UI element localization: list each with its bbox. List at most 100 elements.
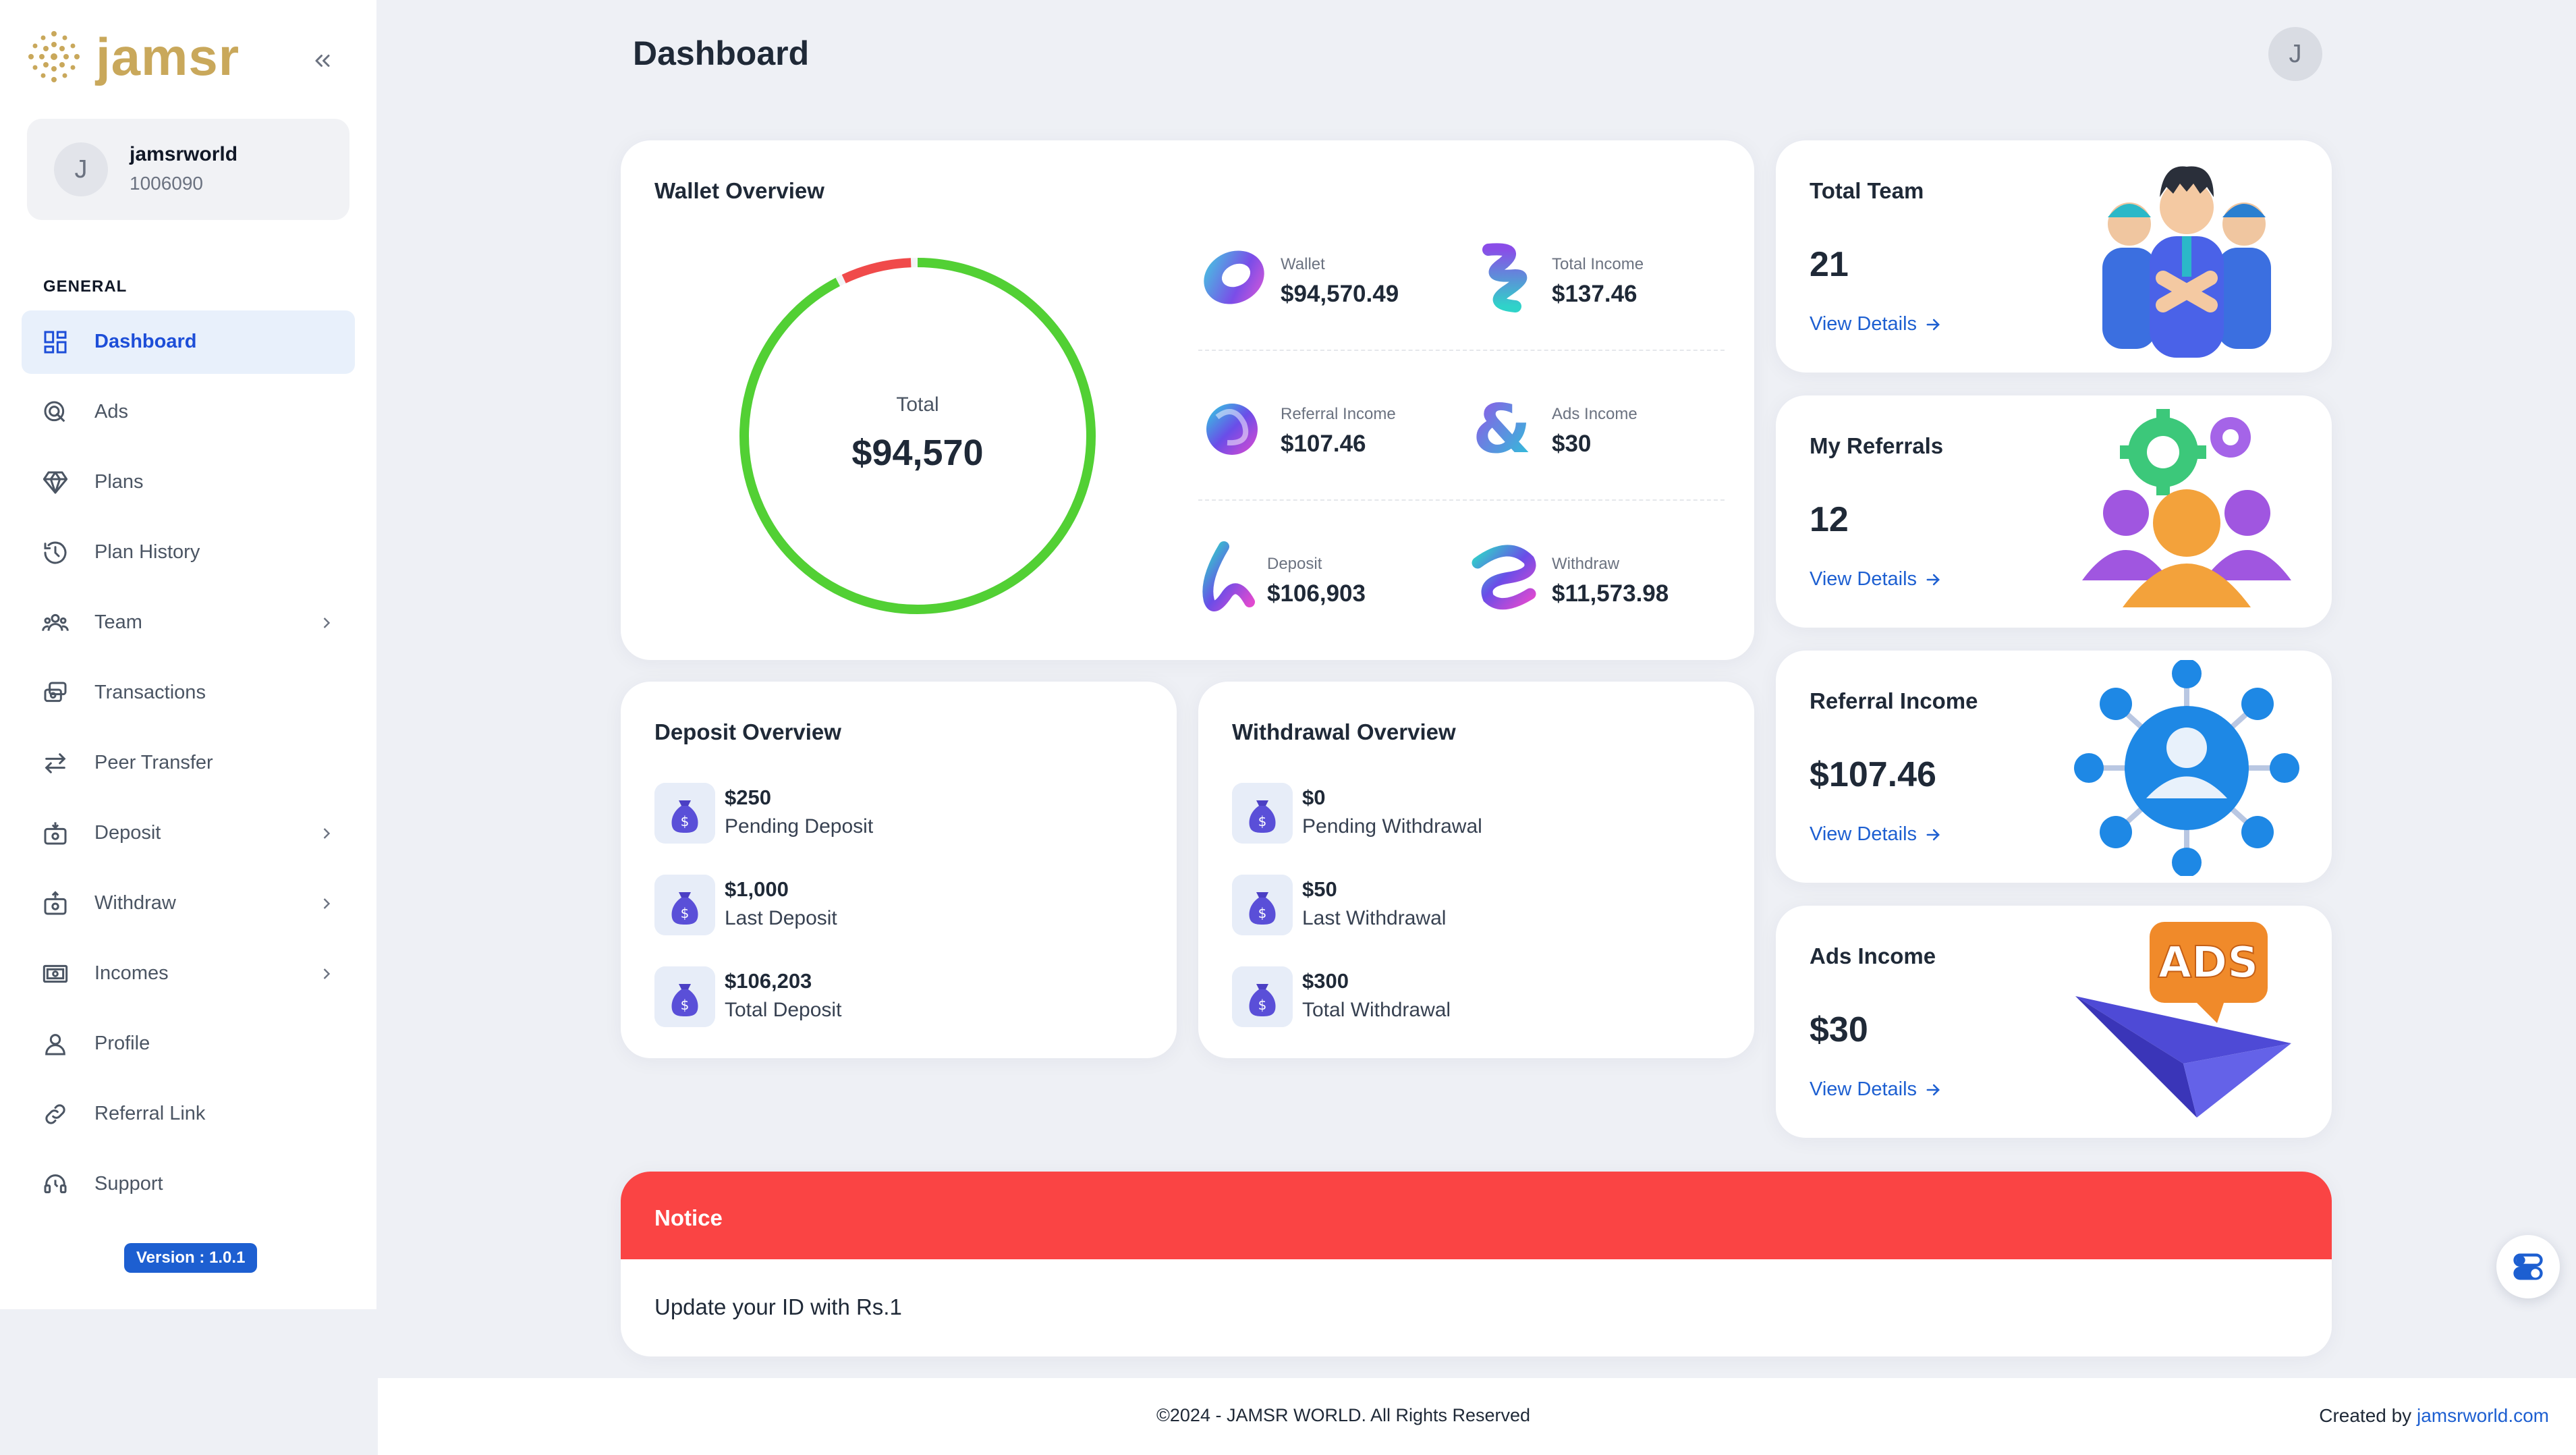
card-title: My Referrals	[1810, 433, 1944, 458]
deposit-icon	[44, 822, 67, 845]
sidebar-item-ads[interactable]: Ads	[22, 381, 355, 444]
sidebar-item-label: Transactions	[94, 682, 206, 703]
user-icon	[45, 1034, 65, 1055]
card-value: 21	[1810, 245, 1849, 284]
torus-3d-icon	[1204, 250, 1264, 304]
deposit-label: Total Deposit	[725, 999, 842, 1021]
chevron-right-icon	[323, 968, 331, 979]
svg-text:$: $	[1258, 813, 1267, 829]
headset-icon	[44, 1174, 67, 1194]
sidebar: jamsr J jamsrworld 1006090 GENERAL Dashb…	[0, 0, 376, 1309]
creator-link[interactable]: jamsrworld.com	[2416, 1405, 2549, 1426]
theme-settings-button[interactable]	[2496, 1235, 2560, 1298]
footer-copyright: ©2024 - JAMSR WORLD. All Rights Reserved	[1156, 1405, 1531, 1425]
brand-name: jamsr	[96, 27, 240, 86]
money-bag-icon: $	[1232, 966, 1293, 1027]
dashboard-icon	[44, 331, 67, 354]
cash-icon	[43, 964, 68, 983]
team-icon	[42, 613, 69, 631]
referral-income-stat: Referral Income $107.46	[1197, 390, 1467, 471]
referral-income-card: Referral Income $107.46 View Details	[1776, 651, 2332, 883]
card-title: Ads Income	[1810, 943, 1936, 968]
sidebar-item-team[interactable]: Team	[22, 591, 355, 655]
chevron-right-icon	[323, 828, 331, 839]
header-avatar[interactable]: J	[2268, 27, 2322, 81]
transactions-icon	[44, 682, 67, 703]
deposit-overview-card: Deposit Overview $ $250 Pending Deposit …	[621, 682, 1177, 1058]
link-label: View Details	[1810, 568, 1917, 590]
view-details-link[interactable]: View Details	[1810, 1078, 1942, 1101]
card-value: 12	[1810, 500, 1849, 539]
sidebar-item-label: Plans	[94, 471, 144, 493]
arrow-right-icon	[1926, 319, 1940, 330]
link-icon	[45, 1104, 65, 1124]
ads-income-card: Ads Income $30 View Details ADS	[1776, 906, 2332, 1138]
withdrawal-value: $50	[1302, 877, 1337, 901]
chevron-right-icon	[323, 898, 331, 909]
notice-panel: Notice Update your ID with Rs.1	[621, 1172, 2332, 1356]
stat-value: $30	[1552, 431, 1592, 457]
sidebar-item-dashboard[interactable]: Dashboard	[22, 310, 355, 374]
sidebar-item-support[interactable]: Support	[22, 1153, 355, 1216]
sidebar-item-plans[interactable]: Plans	[22, 451, 355, 514]
link-label: View Details	[1810, 1078, 1917, 1100]
sidebar-item-deposit[interactable]: Deposit	[22, 802, 355, 865]
card-title: Total Team	[1810, 178, 1924, 203]
footer-credit: Created by jamsrworld.com	[2319, 1405, 2549, 1427]
view-details-link[interactable]: View Details	[1810, 568, 1942, 591]
deposit-value: $1,000	[725, 877, 789, 901]
collapse-sidebar-button[interactable]	[302, 40, 343, 81]
deposit-label: Pending Deposit	[725, 815, 874, 838]
wallet-stat: Wallet $94,570.49	[1197, 240, 1467, 321]
notice-text: Update your ID with Rs.1	[654, 1294, 902, 1319]
page-title: Dashboard	[633, 34, 810, 72]
toggle-switches-icon	[2513, 1253, 2543, 1280]
withdraw-icon	[44, 891, 67, 915]
money-bag-icon: $	[654, 875, 715, 935]
money-bag-icon: $	[1232, 783, 1293, 844]
created-by-label: Created by	[2319, 1405, 2412, 1426]
team-3d-illustration	[2102, 166, 2271, 358]
sidebar-item-profile[interactable]: Profile	[22, 1012, 355, 1076]
sidebar-item-referral-link[interactable]: Referral Link	[22, 1082, 355, 1146]
sidebar-item-transactions[interactable]: Transactions	[22, 661, 355, 725]
sidebar-item-incomes[interactable]: Incomes	[22, 942, 355, 1006]
withdraw-stat: Withdraw $11,573.98	[1468, 540, 1738, 621]
view-details-link[interactable]: View Details	[1810, 823, 1942, 846]
referrals-gears-illustration	[2082, 409, 2291, 607]
deposit-value: $106,203	[725, 969, 812, 993]
link-label: View Details	[1810, 313, 1917, 335]
sidebar-item-label: Deposit	[94, 822, 161, 844]
arrow-right-icon	[1926, 1084, 1940, 1095]
sidebar-item-label: Support	[94, 1173, 163, 1195]
user-card[interactable]: J jamsrworld 1006090	[27, 119, 349, 220]
withdrawal-label: Last Withdrawal	[1302, 907, 1447, 929]
list-item: $ $1,000 Last Deposit	[654, 875, 1127, 935]
svg-text:$: $	[681, 905, 690, 921]
stat-value: $106,903	[1267, 580, 1366, 607]
sidebar-item-plan-history[interactable]: Plan History	[22, 521, 355, 584]
deposit-stat: Deposit $106,903	[1197, 540, 1467, 621]
logo-dots-icon	[28, 31, 80, 82]
stat-value: $107.46	[1281, 431, 1366, 457]
view-details-link[interactable]: View Details	[1810, 313, 1942, 335]
diamond-icon	[43, 471, 68, 494]
list-item: $ $300 Total Withdrawal	[1232, 966, 1704, 1027]
list-item: $ $0 Pending Withdrawal	[1232, 783, 1704, 844]
swirl-3d-icon	[1202, 541, 1255, 611]
sidebar-item-peer-transfer[interactable]: Peer Transfer	[22, 732, 355, 795]
sidebar-nav: Dashboard Ads Plans Plan History Team Tr…	[22, 310, 355, 1223]
twist-3d-icon	[1472, 545, 1536, 610]
wallet-overview-card: Wallet Overview Total $94,570 Wallet $94…	[621, 140, 1754, 660]
sidebar-item-label: Ads	[94, 401, 128, 422]
withdrawal-value: $300	[1302, 969, 1349, 993]
stat-label: Deposit	[1267, 555, 1322, 573]
user-name: jamsrworld	[130, 143, 238, 165]
brand-logo[interactable]: jamsr	[27, 30, 240, 84]
sidebar-item-label: Plan History	[94, 541, 200, 563]
my-referrals-card: My Referrals 12 View Details	[1776, 395, 2332, 628]
sidebar-item-withdraw[interactable]: Withdraw	[22, 872, 355, 935]
svg-text:$: $	[681, 997, 690, 1013]
sidebar-item-label: Team	[94, 611, 142, 633]
cursor-click-icon	[44, 401, 65, 422]
